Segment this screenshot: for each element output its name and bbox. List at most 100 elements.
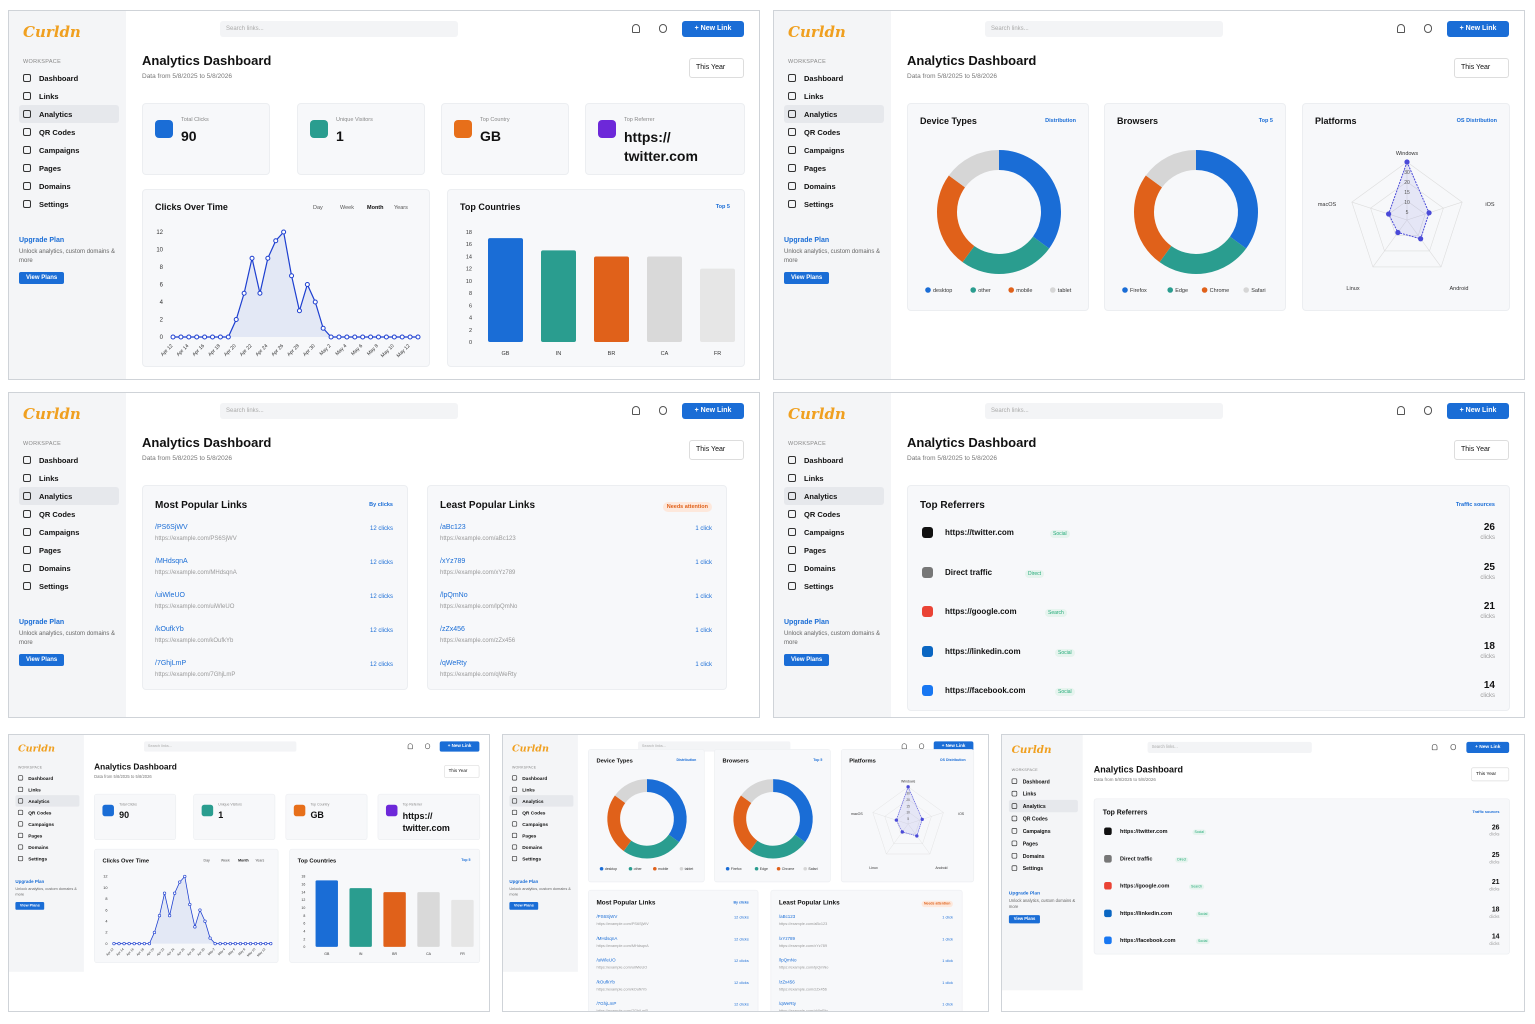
upgrade-title[interactable]: Upgrade Plan bbox=[1008, 890, 1041, 896]
link-slug[interactable]: /kOufkYb bbox=[596, 980, 615, 985]
sidebar-item-domains[interactable]: Domains bbox=[784, 177, 884, 195]
bell-icon[interactable] bbox=[632, 24, 640, 33]
link-slug[interactable]: /MHdsqnA bbox=[596, 936, 618, 942]
new-link-button[interactable]: + New Link bbox=[1447, 403, 1509, 419]
user-icon[interactable] bbox=[425, 743, 431, 750]
link-slug[interactable]: /xYz789 bbox=[440, 558, 466, 565]
new-link-button[interactable]: + New Link bbox=[933, 741, 974, 752]
sidebar-item-campaigns[interactable]: Campaigns bbox=[509, 818, 573, 830]
sidebar-item-domains[interactable]: Domains bbox=[1009, 850, 1078, 862]
link-slug[interactable]: /aBc123 bbox=[440, 524, 466, 531]
app-logo[interactable]: Curldn bbox=[788, 405, 846, 423]
link-slug[interactable]: /uiWleUO bbox=[596, 958, 616, 963]
year-select[interactable]: This Year bbox=[444, 765, 480, 778]
sidebar-item-settings[interactable]: Settings bbox=[784, 195, 884, 213]
app-logo[interactable]: Curldn bbox=[788, 23, 846, 41]
link-slug[interactable]: /qWeRty bbox=[778, 1001, 796, 1007]
search-input[interactable]: Search links... bbox=[985, 403, 1223, 419]
link-slug[interactable]: /PS6SjWV bbox=[155, 524, 188, 531]
view-plans-button[interactable]: View Plans bbox=[784, 272, 830, 284]
bell-icon[interactable] bbox=[632, 406, 640, 415]
view-plans-button[interactable]: View Plans bbox=[509, 902, 539, 910]
sidebar-item-links[interactable]: Links bbox=[1009, 787, 1078, 799]
year-select[interactable]: This Year bbox=[689, 440, 744, 460]
new-link-button[interactable]: + New Link bbox=[1447, 21, 1509, 37]
user-icon[interactable] bbox=[1450, 743, 1457, 751]
sidebar-item-dashboard[interactable]: Dashboard bbox=[1009, 775, 1078, 787]
range-tab[interactable]: Week bbox=[340, 205, 354, 211]
range-tab[interactable]: Week bbox=[220, 859, 230, 863]
sidebar-item-analytics[interactable]: Analytics bbox=[1008, 799, 1078, 813]
sidebar-item-settings[interactable]: Settings bbox=[509, 853, 573, 865]
sidebar-item-qr-codes[interactable]: QR Codes bbox=[1009, 812, 1078, 824]
view-plans-button[interactable]: View Plans bbox=[784, 654, 830, 666]
link-slug[interactable]: /7GhjLmP bbox=[596, 1001, 617, 1007]
link-slug[interactable]: /lpQmNo bbox=[778, 958, 797, 963]
sidebar-item-pages[interactable]: Pages bbox=[15, 830, 79, 842]
user-icon[interactable] bbox=[659, 406, 667, 415]
sidebar-item-campaigns[interactable]: Campaigns bbox=[1009, 825, 1078, 837]
sidebar-item-links[interactable]: Links bbox=[19, 469, 119, 487]
new-link-button[interactable]: + New Link bbox=[682, 21, 744, 37]
app-logo[interactable]: Curldn bbox=[17, 742, 55, 755]
sidebar-item-settings[interactable]: Settings bbox=[15, 853, 79, 865]
sidebar-item-domains[interactable]: Domains bbox=[509, 841, 573, 853]
sidebar-item-qr-codes[interactable]: QR Codes bbox=[19, 505, 119, 523]
referrer-name[interactable]: Direct traffic bbox=[1119, 855, 1153, 862]
sidebar-item-pages[interactable]: Pages bbox=[784, 159, 884, 177]
sidebar-item-settings[interactable]: Settings bbox=[19, 577, 119, 595]
app-logo[interactable]: Curldn bbox=[23, 23, 81, 41]
search-input[interactable]: Search links... bbox=[638, 741, 791, 752]
link-slug[interactable]: /zZx456 bbox=[778, 980, 795, 985]
year-select[interactable]: This Year bbox=[689, 58, 744, 78]
bell-icon[interactable] bbox=[1397, 24, 1405, 33]
sidebar-item-dashboard[interactable]: Dashboard bbox=[19, 451, 119, 469]
sidebar-item-pages[interactable]: Pages bbox=[509, 830, 573, 842]
sidebar-item-campaigns[interactable]: Campaigns bbox=[19, 141, 119, 159]
sidebar-item-campaigns[interactable]: Campaigns bbox=[15, 818, 79, 830]
sidebar-item-analytics[interactable]: Analytics bbox=[15, 795, 80, 807]
referrer-name[interactable]: https://linkedin.com bbox=[945, 646, 1021, 656]
sidebar-item-domains[interactable]: Domains bbox=[19, 177, 119, 195]
user-icon[interactable] bbox=[659, 24, 667, 33]
sidebar-item-campaigns[interactable]: Campaigns bbox=[784, 523, 884, 541]
search-input[interactable]: Search links... bbox=[1147, 741, 1312, 753]
upgrade-title[interactable]: Upgrade Plan bbox=[15, 879, 45, 885]
sidebar-item-links[interactable]: Links bbox=[784, 87, 884, 105]
sidebar-item-dashboard[interactable]: Dashboard bbox=[15, 772, 79, 784]
referrer-name[interactable]: Direct traffic bbox=[945, 567, 993, 577]
link-slug[interactable]: /lpQmNo bbox=[440, 592, 468, 599]
search-input[interactable]: Search links... bbox=[985, 21, 1223, 37]
link-slug[interactable]: /PS6SjWV bbox=[596, 914, 618, 920]
bell-icon[interactable] bbox=[901, 743, 907, 750]
range-tab[interactable]: Years bbox=[394, 205, 408, 211]
sidebar-item-analytics[interactable]: Analytics bbox=[19, 487, 119, 505]
user-icon[interactable] bbox=[919, 743, 925, 750]
sidebar-item-pages[interactable]: Pages bbox=[1009, 837, 1078, 849]
view-plans-button[interactable]: View Plans bbox=[15, 902, 45, 910]
referrer-name[interactable]: https://google.com bbox=[1119, 882, 1170, 889]
view-plans-button[interactable]: View Plans bbox=[19, 272, 65, 284]
app-logo[interactable]: Curldn bbox=[511, 742, 549, 755]
year-select[interactable]: This Year bbox=[1454, 58, 1509, 78]
new-link-button[interactable]: + New Link bbox=[1466, 741, 1510, 753]
sidebar-item-domains[interactable]: Domains bbox=[19, 559, 119, 577]
range-tab[interactable]: Month bbox=[238, 859, 249, 863]
sidebar-item-domains[interactable]: Domains bbox=[15, 841, 79, 853]
sidebar-item-settings[interactable]: Settings bbox=[19, 195, 119, 213]
upgrade-title[interactable]: Upgrade Plan bbox=[19, 619, 65, 626]
sidebar-item-domains[interactable]: Domains bbox=[784, 559, 884, 577]
sidebar-item-qr-codes[interactable]: QR Codes bbox=[15, 807, 79, 819]
year-select[interactable]: This Year bbox=[1471, 767, 1510, 782]
sidebar-item-qr-codes[interactable]: QR Codes bbox=[784, 505, 884, 523]
user-icon[interactable] bbox=[1424, 406, 1432, 415]
referrer-name[interactable]: https://linkedin.com bbox=[1119, 909, 1173, 917]
bell-icon[interactable] bbox=[1431, 743, 1438, 751]
view-plans-button[interactable]: View Plans bbox=[1008, 915, 1041, 924]
sidebar-item-links[interactable]: Links bbox=[784, 469, 884, 487]
sidebar-item-links[interactable]: Links bbox=[509, 784, 573, 796]
year-select[interactable]: This Year bbox=[1454, 440, 1509, 460]
app-logo[interactable]: Curldn bbox=[23, 405, 81, 423]
sidebar-item-dashboard[interactable]: Dashboard bbox=[784, 451, 884, 469]
upgrade-title[interactable]: Upgrade Plan bbox=[19, 237, 65, 244]
